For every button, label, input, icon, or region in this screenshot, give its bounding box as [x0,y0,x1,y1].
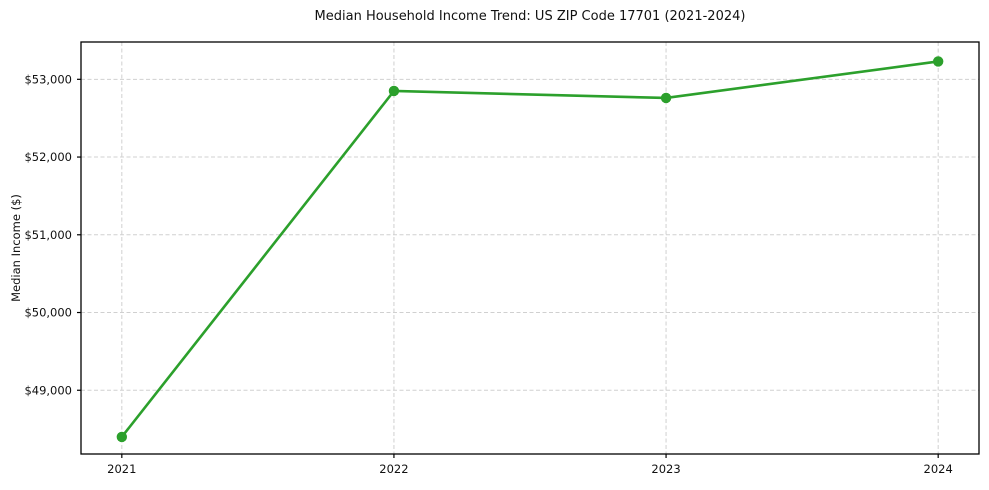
x-tick-label: 2022 [379,462,408,476]
x-tick-label: 2024 [924,462,953,476]
trend-line [120,60,940,439]
y-tick-label: $51,000 [24,228,72,242]
y-tick-label: $52,000 [24,150,72,164]
x-tick-label: 2023 [651,462,680,476]
data-point-marker [660,92,672,104]
data-point-marker [388,85,400,97]
data-point-marker [116,431,128,443]
plot-border [80,41,980,455]
x-tick-label: 2021 [107,462,136,476]
data-point-marker [932,56,944,67]
y-tick-label: $50,000 [24,306,72,320]
chart-title: Median Household Income Trend: US ZIP Co… [314,9,746,24]
y-tick-label: $49,000 [24,383,72,397]
y-tick-label: $53,000 [24,72,72,86]
